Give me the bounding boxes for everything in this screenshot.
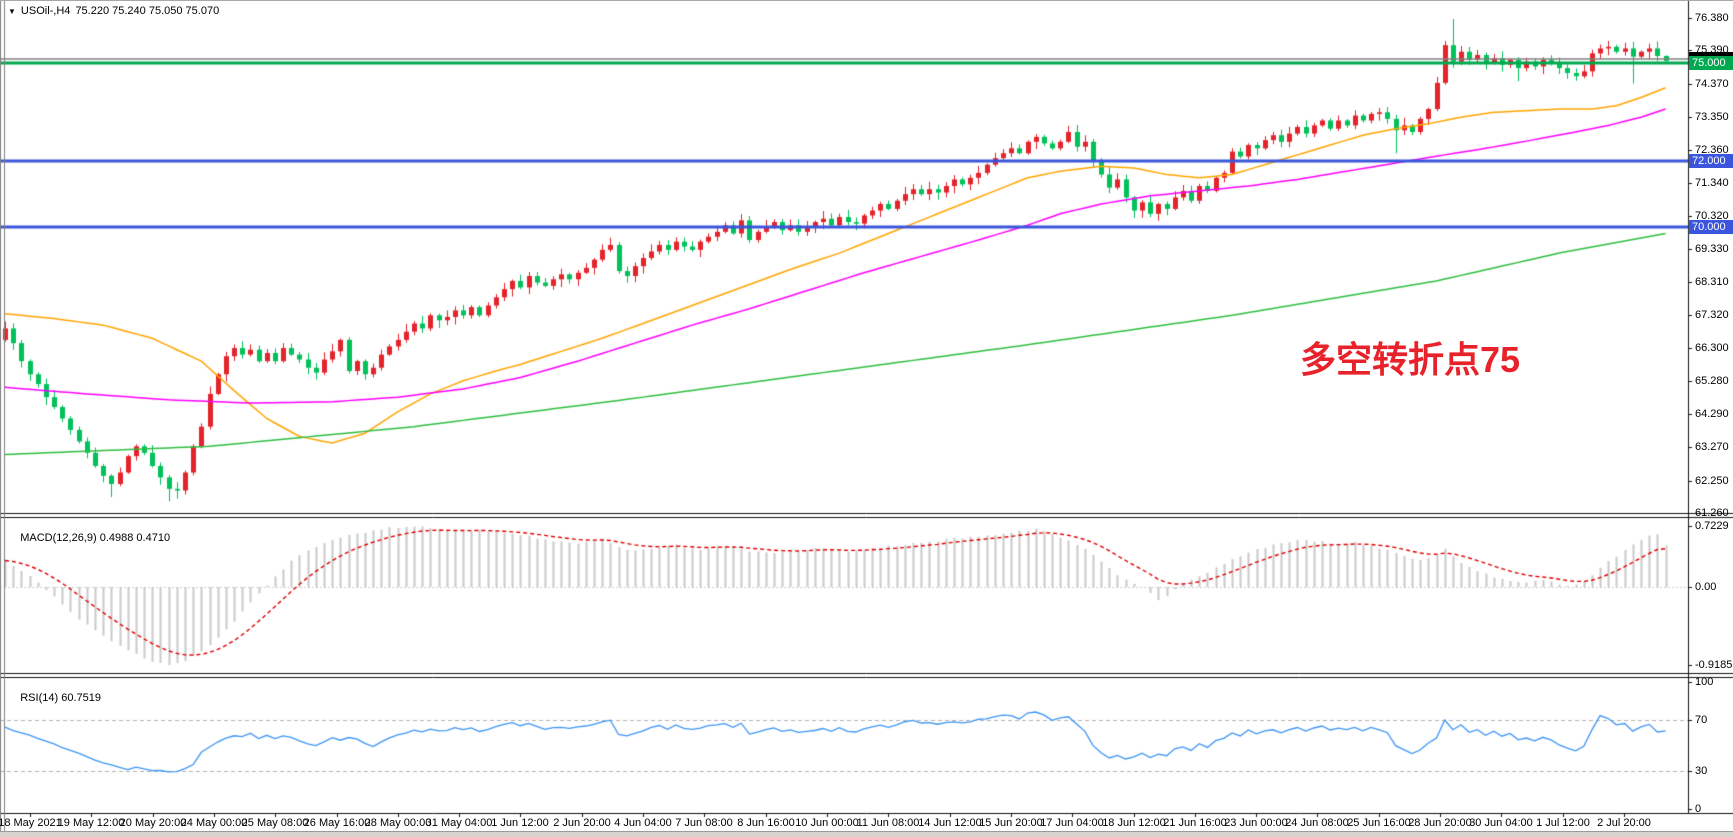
chevron-down-icon[interactable]: ▼ xyxy=(8,6,16,16)
time-axis-label: 2 Jul 20:00 xyxy=(1597,817,1651,829)
time-axis-label: 2 Jun 20:00 xyxy=(553,817,611,829)
time-axis-label: 28 May 00:00 xyxy=(364,817,432,829)
price-line-badge[interactable]: 72.000 xyxy=(1689,154,1733,168)
price-axis-tick: 62.250 xyxy=(1695,475,1729,487)
time-axis-label: 28 Jun 20:00 xyxy=(1408,817,1472,829)
price-axis-tick: 70.320 xyxy=(1695,210,1729,222)
time-axis-label: 24 Jun 08:00 xyxy=(1285,817,1349,829)
time-axis-label: 14 Jun 12:00 xyxy=(918,817,982,829)
time-axis-label: 30 Jun 04:00 xyxy=(1469,817,1533,829)
time-axis-label: 15 Jun 20:00 xyxy=(979,817,1043,829)
time-axis-label: 4 Jun 04:00 xyxy=(614,817,672,829)
time-axis-label: 8 Jun 16:00 xyxy=(737,817,795,829)
price-axis-tick: 65.280 xyxy=(1695,375,1729,387)
price-axis-tick: 61.260 xyxy=(1695,507,1729,519)
time-axis-label: 17 Jun 04:00 xyxy=(1040,817,1104,829)
rsi-axis-tick: 100 xyxy=(1695,676,1714,688)
rsi-value: 60.7519 xyxy=(61,692,101,704)
time-axis-label: 18 May 2021 xyxy=(0,817,62,829)
time-axis-label: 25 May 08:00 xyxy=(241,817,309,829)
current-ohlc-values: 75.220 75.240 75.050 75.070 xyxy=(75,5,220,17)
time-axis-label: 21 Jun 16:00 xyxy=(1163,817,1227,829)
macd-indicator-label: MACD(12,26,9) 0.4988 0.4710 xyxy=(8,520,170,556)
time-axis-label: 7 Jun 08:00 xyxy=(675,817,733,829)
price-axis-tick: 76.380 xyxy=(1695,12,1729,24)
rsi-axis-tick: 30 xyxy=(1695,765,1708,777)
time-axis-label: 26 May 16:00 xyxy=(303,817,371,829)
time-axis-label: 20 May 20:00 xyxy=(119,817,187,829)
price-axis-tick: 72.360 xyxy=(1695,144,1729,156)
time-axis-label: 18 Jun 12:00 xyxy=(1102,817,1166,829)
price-axis-tick: 73.350 xyxy=(1695,111,1729,123)
time-axis-label: 24 May 00:00 xyxy=(180,817,248,829)
price-line-badge[interactable]: 70.000 xyxy=(1689,220,1733,234)
text-annotation[interactable]: 多空转折点75 xyxy=(1300,339,1521,380)
rsi-axis-tick: 70 xyxy=(1695,714,1708,726)
time-axis-label: 1 Jun 12:00 xyxy=(491,817,549,829)
price-axis-tick: 63.270 xyxy=(1695,441,1729,453)
rsi-name: RSI(14) xyxy=(20,692,59,704)
time-axis-label: 10 Jun 00:00 xyxy=(795,817,859,829)
macd-axis-tick: 0.7229 xyxy=(1695,520,1729,532)
macd-values: 0.4988 0.4710 xyxy=(99,532,171,544)
price-axis-tick: 66.300 xyxy=(1695,342,1729,354)
window-bottom-edge xyxy=(0,831,1733,837)
price-axis-tick: 68.310 xyxy=(1695,276,1729,288)
time-axis-label: 11 Jun 08:00 xyxy=(856,817,920,829)
time-axis-label: 19 May 12:00 xyxy=(57,817,125,829)
symbol-period-label: USOil-,H4 xyxy=(20,5,71,17)
time-axis-label: 25 Jun 16:00 xyxy=(1347,817,1411,829)
chart-title: ▼ USOil-,H4 75.220 75.240 75.050 75.070 xyxy=(8,5,219,17)
time-axis-label: 23 Jun 00:00 xyxy=(1224,817,1288,829)
macd-axis-tick: 0.00 xyxy=(1695,581,1717,593)
macd-axis-tick: -0.9185 xyxy=(1695,659,1733,671)
time-axis-label: 1 Jul 12:00 xyxy=(1536,817,1590,829)
rsi-indicator-label: RSI(14) 60.7519 xyxy=(8,680,101,716)
macd-name: MACD(12,26,9) xyxy=(20,532,97,544)
time-axis-label: 31 May 04:00 xyxy=(425,817,493,829)
price-axis-tick: 64.290 xyxy=(1695,408,1729,420)
price-axis-tick: 69.330 xyxy=(1695,243,1729,255)
price-axis-tick: 74.370 xyxy=(1695,78,1729,90)
rsi-axis-tick: 0 xyxy=(1695,803,1702,815)
price-axis-tick: 71.340 xyxy=(1695,177,1729,189)
price-axis-tick: 67.320 xyxy=(1695,309,1729,321)
price-line-badge[interactable]: 75.000 xyxy=(1689,56,1733,70)
